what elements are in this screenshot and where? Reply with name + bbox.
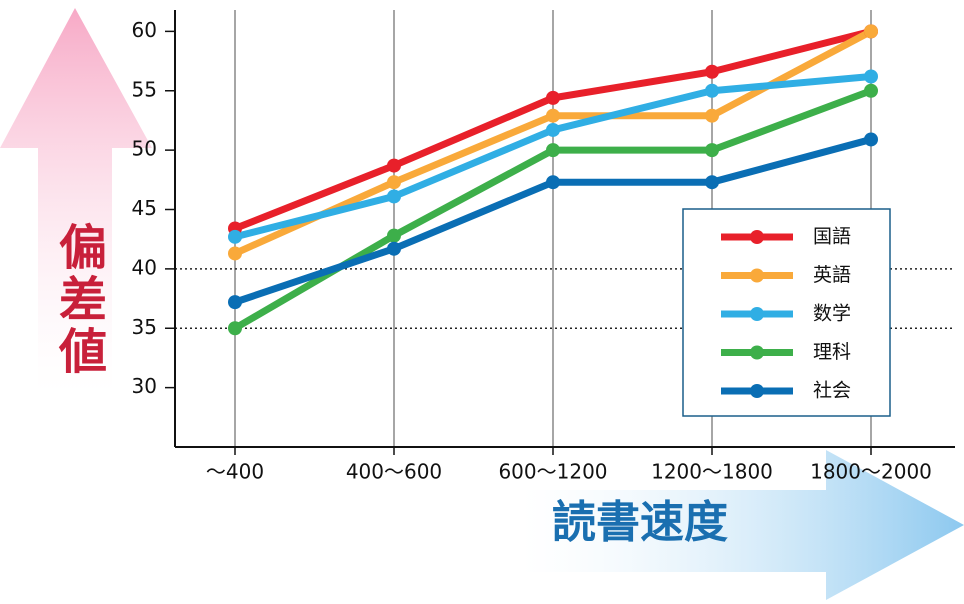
legend-dot <box>750 345 764 360</box>
data-point <box>387 158 401 173</box>
data-point <box>705 83 719 98</box>
data-point <box>705 64 719 79</box>
y-tick-label: 55 <box>132 77 157 101</box>
data-point <box>705 175 719 190</box>
data-point <box>387 228 401 243</box>
data-point <box>387 189 401 204</box>
data-point <box>864 24 878 39</box>
data-point <box>864 132 878 147</box>
y-axis-label: 偏差値 <box>50 222 108 378</box>
x-tick-label: 1800～2000 <box>810 460 932 484</box>
x-tick-label: 400～600 <box>346 460 442 484</box>
legend-dot <box>750 307 764 321</box>
x-tick-label: ～400 <box>206 460 264 484</box>
data-point <box>546 90 560 105</box>
legend-label: 理科 <box>813 341 851 363</box>
legend-dot <box>750 230 764 244</box>
data-point <box>228 295 242 310</box>
legend-label: 国語 <box>813 226 851 248</box>
y-tick-label: 40 <box>132 255 157 279</box>
x-tick-label: 600～1200 <box>498 460 607 484</box>
y-tick-label: 30 <box>132 374 157 398</box>
data-point <box>546 143 560 158</box>
legend-dot <box>750 384 764 398</box>
y-tick-label: 35 <box>132 315 157 339</box>
x-axis-label: 読書速度 <box>552 497 728 548</box>
data-point <box>546 175 560 190</box>
legend-label: 英語 <box>813 264 851 286</box>
data-point <box>705 108 719 123</box>
data-point <box>546 108 560 123</box>
y-tick-label: 60 <box>132 18 157 42</box>
y-tick-label: 45 <box>132 196 157 220</box>
data-point <box>864 69 878 84</box>
data-point <box>546 122 560 137</box>
data-point <box>387 241 401 256</box>
y-arrow <box>0 8 152 395</box>
data-point <box>228 246 242 261</box>
legend-dot <box>750 268 764 283</box>
legend-label: 社会 <box>813 380 851 402</box>
y-tick-label: 50 <box>132 137 157 161</box>
data-point <box>705 143 719 158</box>
x-tick-label: 1200～1800 <box>651 460 773 484</box>
data-point <box>864 83 878 98</box>
legend-label: 数学 <box>813 303 851 325</box>
data-point <box>228 229 242 244</box>
x-arrow <box>520 450 964 600</box>
data-point <box>387 175 401 190</box>
data-point <box>228 321 242 336</box>
